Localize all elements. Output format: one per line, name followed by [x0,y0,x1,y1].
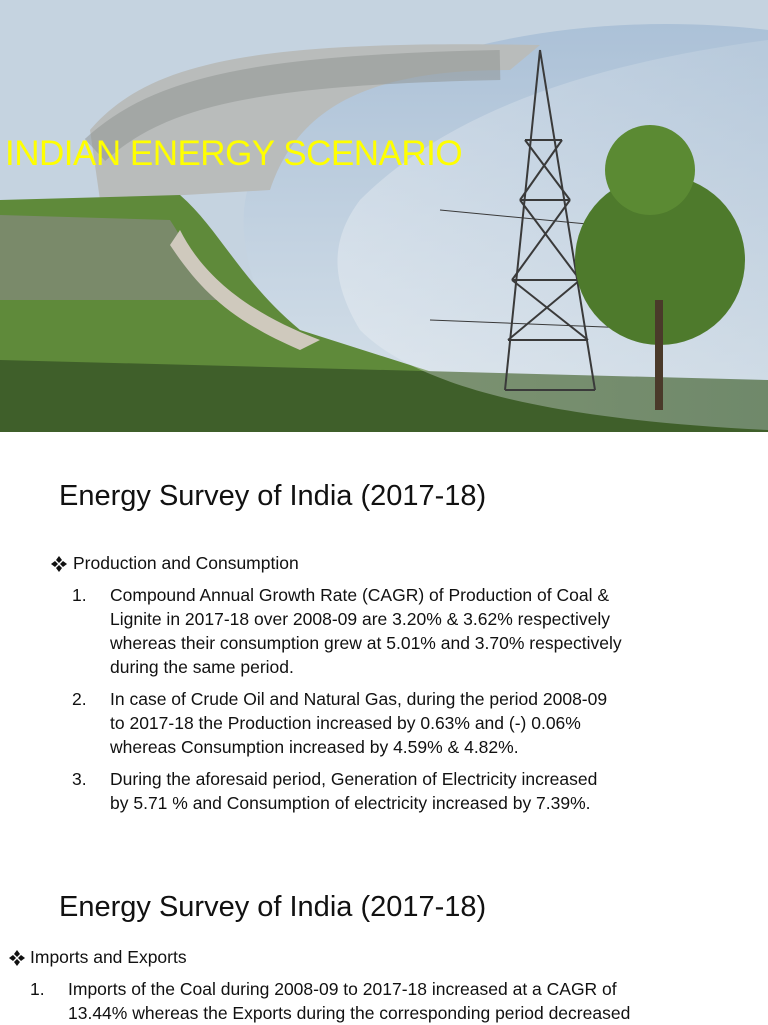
item-number: 1. [30,979,45,999]
section-label: Production and Consumption [73,553,299,573]
item-number: 1. [72,585,87,605]
bullet-icon [9,950,25,966]
slide-heading: Energy Survey of India (2017-18) [59,891,487,923]
item-text: during the same period. [110,657,294,677]
item-text: whereas their consumption grew at 5.01% … [110,633,622,653]
item-number: 2. [72,689,87,709]
item-text: Lignite in 2017-18 over 2008-09 are 3.20… [110,609,611,629]
item-text: During the aforesaid period, Generation … [110,769,598,789]
item-text: Imports of the Coal during 2008-09 to 20… [68,979,617,999]
section-label: Imports and Exports [30,947,187,967]
item-text: In case of Crude Oil and Natural Gas, du… [110,689,608,709]
item-text: whereas Consumption increased by 4.59% &… [110,737,519,757]
item-text: by 5.71 % and Consumption of electricity… [110,793,591,813]
item-number: 3. [72,769,87,789]
banner-image [0,0,768,432]
item-text: 13.44% whereas the Exports during the co… [68,1003,631,1023]
bullet-icon [51,556,67,572]
slide-heading: Energy Survey of India (2017-18) [59,480,487,512]
item-text: to 2017-18 the Production increased by 0… [110,713,581,733]
slide-title: INDIAN ENERGY SCENARIO [5,134,463,173]
item-text: Compound Annual Growth Rate (CAGR) of Pr… [110,585,609,605]
